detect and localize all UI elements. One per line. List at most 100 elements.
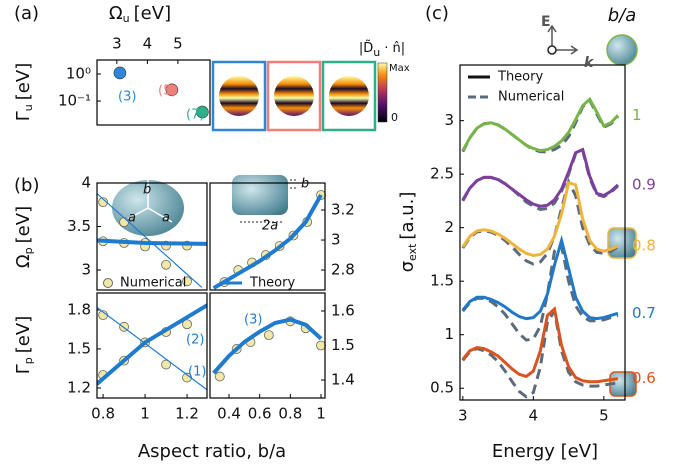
ratio-label: 0.8 [632, 236, 656, 254]
y-axis-label: Γp [eV] [13, 316, 35, 374]
series-line [463, 151, 618, 210]
ratio-label: 0.6 [632, 369, 656, 387]
series-line [463, 183, 618, 256]
colorbar-title-unit: · n̂| [384, 41, 405, 56]
y-tick-label: 1.6 [331, 301, 355, 319]
ratio-label: 1 [632, 106, 642, 124]
x-tick-label: 5 [173, 35, 183, 53]
colorbar [378, 63, 387, 122]
x-axis-label: Ωu[eV] [109, 3, 171, 25]
y-axis-label-sub: p [22, 357, 35, 364]
x-tick-label: 0.8 [91, 405, 115, 423]
y-tick-label: 4 [81, 174, 91, 192]
y-axis-label-unit: [eV] [13, 206, 34, 243]
y-axis-label: σext [a.u.] [397, 192, 419, 273]
mode-image [219, 76, 259, 116]
ratio-title: b/a [608, 5, 637, 26]
data-point [215, 372, 224, 381]
x-axis-label: Aspect ratio, b/a [138, 441, 286, 462]
ratio-label: 0.7 [632, 304, 656, 322]
shape-label: a [162, 211, 170, 226]
y-axis-label-sub: u [22, 104, 35, 111]
ratio-label: 0.9 [632, 175, 656, 193]
y-tick-label: 10⁰ [66, 65, 91, 83]
y-tick-label: 3 [331, 231, 341, 249]
series-line [463, 241, 618, 319]
legend-label: Theory [497, 70, 543, 85]
colorbar-title-sub: u [373, 46, 380, 59]
y-axis-label: Γu [eV] [13, 63, 35, 121]
y-tick-label: 1.4 [331, 371, 355, 389]
x-tick-label: 0.8 [278, 405, 302, 423]
y-axis-label-symbol: Γ [13, 364, 34, 374]
y-tick-label: 2.8 [331, 261, 355, 279]
legend-label: Theory [249, 276, 295, 291]
y-axis-label-unit: [eV] [13, 63, 34, 100]
x-tick-label: 3 [458, 407, 468, 425]
x-axis-label-symbol: Aspect ratio, b/a [138, 441, 286, 462]
x-tick-label: 0.6 [248, 405, 272, 423]
y-axis-label-sub: ext [406, 243, 419, 261]
colorbar-min: 0 [391, 111, 398, 124]
y-tick-label: 1.2 [67, 378, 91, 396]
y-tick-label: 1.8 [67, 300, 91, 318]
series-line [463, 99, 618, 150]
mode-image [329, 76, 369, 116]
data-point [162, 260, 171, 269]
y-tick-label: 1.5 [331, 336, 355, 354]
series-line [463, 182, 618, 264]
panel-label: (c) [425, 3, 449, 24]
panel-label: (a) [14, 3, 39, 24]
panel-label: (b) [14, 175, 39, 196]
x-axis-label-symbol: Energy [eV] [492, 441, 598, 462]
y-axis-label: Ωp[eV] [13, 206, 35, 268]
figure: 34510⁰10⁻¹(3)(5)(7)Ωu[eV]Γu[eV](a)|D̃u· … [0, 0, 673, 470]
data-point [317, 341, 326, 350]
data-point [114, 67, 126, 79]
legend-marker [104, 279, 113, 288]
y-axis-label-unit: [eV] [13, 316, 34, 353]
series-label: (3) [244, 313, 262, 328]
y-axis-label-unit: [a.u.] [397, 192, 418, 240]
y-axis-label-symbol: Γ [13, 111, 34, 121]
x-axis-label: Energy [eV] [492, 441, 598, 462]
colorbar-max: Max [389, 63, 410, 74]
colorbar-title-symbol: |D̃ [359, 40, 373, 55]
field-label: k [584, 55, 595, 71]
y-tick-label: 3 [81, 260, 91, 278]
data-point [264, 331, 273, 340]
shape-label: b [301, 177, 309, 192]
x-tick-label: 1 [140, 405, 150, 423]
y-tick-label: 10⁻¹ [58, 92, 91, 110]
cuboid [232, 175, 288, 215]
series-label: (2) [186, 333, 204, 348]
field-origin [548, 46, 556, 54]
y-axis-label-symbol: σ [397, 261, 418, 272]
x-tick-label: 0.4 [217, 405, 241, 423]
y-tick-label: 1.5 [430, 272, 454, 290]
y-tick-label: 2 [444, 218, 454, 236]
y-tick-label: 3.2 [331, 201, 355, 219]
y-tick-label: 3.5 [67, 217, 91, 235]
series-label: (5) [158, 84, 176, 99]
y-tick-label: 0.5 [430, 379, 454, 397]
page: 34510⁰10⁻¹(3)(5)(7)Ωu[eV]Γu[eV](a)|D̃u· … [0, 0, 673, 470]
x-tick-label: 4 [143, 35, 153, 53]
x-axis-label-unit: [eV] [134, 3, 171, 24]
x-tick-label: 5 [599, 407, 609, 425]
field-label: E [541, 14, 551, 30]
colorbar-title: |D̃u · n̂| [359, 40, 405, 59]
plot-frame [210, 293, 325, 398]
y-tick-label: 1.5 [67, 339, 91, 357]
legend-label: Numerical [498, 90, 564, 105]
series-label: (3) [118, 90, 136, 105]
sphere-icon [607, 35, 637, 65]
x-axis-label-symbol: Ω [109, 3, 123, 24]
y-axis-label-sub: p [22, 247, 35, 254]
shape-label: a [128, 211, 136, 226]
y-tick-label: 2.5 [430, 165, 454, 183]
shape-label: 2a [262, 219, 278, 234]
x-tick-label: 1.2 [175, 405, 199, 423]
series-line [463, 150, 618, 207]
y-tick-label: 1 [444, 325, 454, 343]
